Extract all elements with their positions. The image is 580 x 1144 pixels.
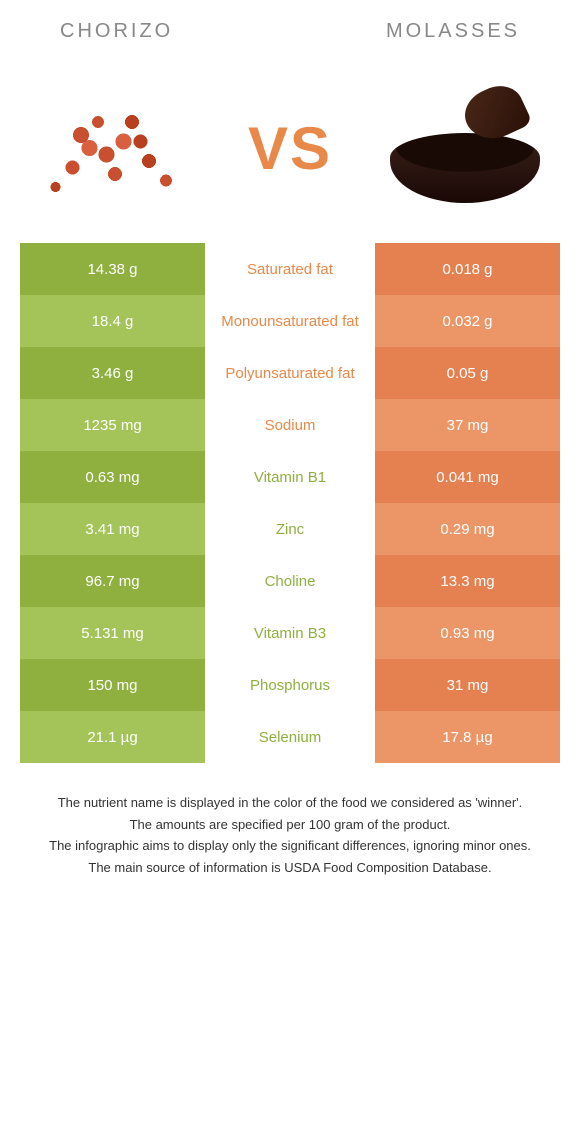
right-food-title: MOLASSES xyxy=(386,20,520,43)
vs-label: VS xyxy=(248,114,332,183)
table-row: 3.46 gPolyunsaturated fat0.05 g xyxy=(20,347,560,399)
images-row: VS xyxy=(20,63,560,243)
table-row: 18.4 gMonounsaturated fat0.032 g xyxy=(20,295,560,347)
nutrient-table: 14.38 gSaturated fat0.018 g18.4 gMonouns… xyxy=(20,243,560,763)
chorizo-image xyxy=(30,83,200,213)
left-value: 18.4 g xyxy=(20,295,205,347)
molasses-image xyxy=(380,83,550,213)
footer-line: The main source of information is USDA F… xyxy=(30,858,550,878)
left-food-title: CHORIZO xyxy=(60,20,173,43)
left-value: 14.38 g xyxy=(20,243,205,295)
nutrient-label: Vitamin B3 xyxy=(205,607,375,659)
table-row: 1235 mgSodium37 mg xyxy=(20,399,560,451)
table-row: 5.131 mgVitamin B30.93 mg xyxy=(20,607,560,659)
left-value: 21.1 µg xyxy=(20,711,205,763)
left-value: 0.63 mg xyxy=(20,451,205,503)
nutrient-label: Phosphorus xyxy=(205,659,375,711)
footer-line: The nutrient name is displayed in the co… xyxy=(30,793,550,813)
nutrient-label: Choline xyxy=(205,555,375,607)
footer-line: The amounts are specified per 100 gram o… xyxy=(30,815,550,835)
right-value: 0.018 g xyxy=(375,243,560,295)
table-row: 0.63 mgVitamin B10.041 mg xyxy=(20,451,560,503)
left-value: 3.46 g xyxy=(20,347,205,399)
right-value: 17.8 µg xyxy=(375,711,560,763)
header: CHORIZO MOLASSES xyxy=(20,20,560,43)
right-value: 0.93 mg xyxy=(375,607,560,659)
right-value: 0.032 g xyxy=(375,295,560,347)
right-value: 0.05 g xyxy=(375,347,560,399)
nutrient-label: Selenium xyxy=(205,711,375,763)
left-value: 96.7 mg xyxy=(20,555,205,607)
left-value: 5.131 mg xyxy=(20,607,205,659)
nutrient-label: Vitamin B1 xyxy=(205,451,375,503)
right-value: 37 mg xyxy=(375,399,560,451)
nutrient-label: Sodium xyxy=(205,399,375,451)
right-value: 31 mg xyxy=(375,659,560,711)
table-row: 3.41 mgZinc0.29 mg xyxy=(20,503,560,555)
table-row: 14.38 gSaturated fat0.018 g xyxy=(20,243,560,295)
nutrient-label: Zinc xyxy=(205,503,375,555)
left-value: 3.41 mg xyxy=(20,503,205,555)
left-value: 150 mg xyxy=(20,659,205,711)
right-value: 0.29 mg xyxy=(375,503,560,555)
nutrient-label: Monounsaturated fat xyxy=(205,295,375,347)
right-value: 0.041 mg xyxy=(375,451,560,503)
table-row: 96.7 mgCholine13.3 mg xyxy=(20,555,560,607)
table-row: 21.1 µgSelenium17.8 µg xyxy=(20,711,560,763)
right-value: 13.3 mg xyxy=(375,555,560,607)
nutrient-label: Polyunsaturated fat xyxy=(205,347,375,399)
footer-notes: The nutrient name is displayed in the co… xyxy=(20,793,560,877)
nutrient-label: Saturated fat xyxy=(205,243,375,295)
left-value: 1235 mg xyxy=(20,399,205,451)
footer-line: The infographic aims to display only the… xyxy=(30,836,550,856)
table-row: 150 mgPhosphorus31 mg xyxy=(20,659,560,711)
